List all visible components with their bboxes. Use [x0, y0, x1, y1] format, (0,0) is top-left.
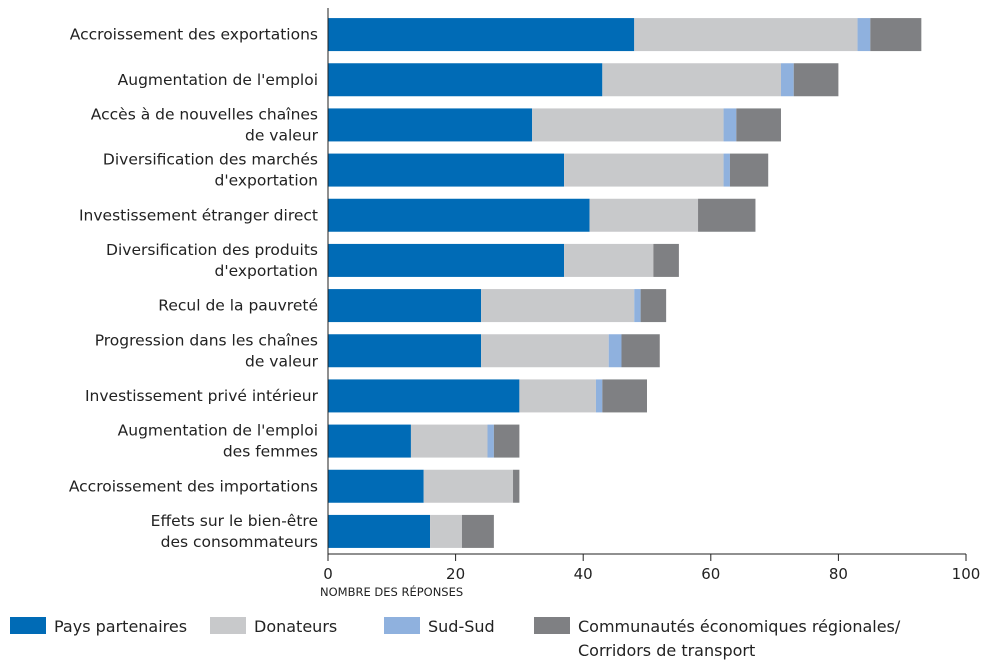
- bar-segment-3-5: [653, 243, 679, 277]
- bar-segment-0-1: [328, 63, 603, 97]
- bar-segment-3-3: [729, 153, 769, 187]
- category-label: Effets sur le bien-être des consommateurs: [151, 512, 318, 551]
- bar-segment-1-6: [481, 289, 635, 323]
- bar-segment-1-7: [481, 334, 609, 368]
- category-label: Diversification des marchés d'exportation: [103, 151, 318, 190]
- legend-swatch-1: [210, 617, 246, 634]
- bar-segment-0-2: [328, 108, 533, 142]
- legend-label-3: Communautés économiques régionales/Corri…: [578, 617, 901, 660]
- category-label: Diversification des produits d'exportatio…: [106, 241, 318, 280]
- bar-segment-0-9: [328, 424, 411, 458]
- bar-segment-2-8: [595, 379, 603, 413]
- bar-segment-1-3: [564, 153, 724, 187]
- bar-segment-0-11: [328, 514, 431, 548]
- x-tick-label: 60: [701, 565, 720, 583]
- category-label: Investissement étranger direct: [79, 206, 318, 224]
- x-axis-title: NOMBRE DES RÉPONSES: [320, 584, 463, 599]
- category-label: Augmentation de l'emploi des femmes: [118, 422, 318, 461]
- bar-segment-2-0: [857, 18, 871, 52]
- legend-label-0: Pays partenaires: [54, 617, 187, 636]
- x-tick-label: 40: [574, 565, 593, 583]
- bar-segment-1-10: [423, 469, 514, 503]
- bar-segment-0-4: [328, 198, 590, 232]
- legend-label-1: Donateurs: [254, 617, 337, 636]
- bar-segment-0-8: [328, 379, 520, 413]
- legend-label-2: Sud-Sud: [428, 617, 495, 636]
- bar-segment-1-1: [602, 63, 781, 97]
- bar-segment-2-9: [487, 424, 494, 458]
- bar-segment-3-11: [461, 514, 494, 548]
- bar-segment-1-2: [532, 108, 724, 142]
- bar-segment-0-3: [328, 153, 565, 187]
- category-label: Accès à de nouvelles chaînes de valeur: [91, 105, 319, 144]
- legend: Pays partenaires Donateurs Sud-Sud Communau…: [10, 617, 901, 660]
- bar-segment-0-5: [328, 243, 565, 277]
- bar-segment-3-2: [736, 108, 781, 142]
- bar-segment-3-9: [493, 424, 520, 458]
- bar-segment-3-0: [870, 18, 922, 52]
- bar-segment-3-7: [621, 334, 660, 368]
- bar-segment-2-3: [723, 153, 730, 187]
- x-tick-label: 100: [952, 565, 981, 583]
- x-tick-label: 0: [323, 565, 333, 583]
- legend-swatch-0: [10, 617, 46, 634]
- bar-segment-0-7: [328, 334, 482, 368]
- bar-segment-1-0: [634, 18, 858, 52]
- bar-segment-0-10: [328, 469, 424, 503]
- bar-segment-3-1: [793, 63, 839, 97]
- bars-group: [328, 18, 922, 548]
- bar-segment-2-2: [723, 108, 737, 142]
- x-axis: 0 20 40 60 80 100 NOMBRE DES RÉPONSES: [320, 8, 980, 599]
- bar-segment-0-0: [328, 18, 635, 52]
- bar-segment-1-11: [430, 514, 462, 548]
- bar-segment-2-1: [780, 63, 794, 97]
- category-label: Progression dans les chaînes de valeur: [95, 331, 319, 370]
- x-tick-label: 20: [446, 565, 465, 583]
- category-label: Recul de la pauvreté: [158, 297, 318, 315]
- bar-segment-1-8: [519, 379, 596, 413]
- bar-segment-0-6: [328, 289, 482, 323]
- bar-segment-2-7: [608, 334, 622, 368]
- legend-swatch-2: [384, 617, 420, 634]
- category-label: Investissement privé intérieur: [85, 387, 319, 405]
- bar-segment-3-10: [513, 469, 520, 503]
- x-tick-label: 80: [829, 565, 848, 583]
- category-labels: Accroissement des exportations Augmentati…: [69, 26, 319, 551]
- bar-segment-3-8: [602, 379, 647, 413]
- legend-swatch-3: [534, 617, 570, 634]
- category-label: Accroissement des importations: [69, 477, 318, 495]
- bar-segment-3-6: [640, 289, 667, 323]
- bar-segment-3-4: [698, 198, 756, 232]
- bar-segment-1-9: [410, 424, 488, 458]
- bar-segment-1-4: [589, 198, 699, 232]
- bar-segment-1-5: [564, 243, 654, 277]
- category-label: Augmentation de l'emploi: [118, 71, 318, 89]
- category-label: Accroissement des exportations: [70, 26, 318, 44]
- bar-segment-2-6: [634, 289, 641, 323]
